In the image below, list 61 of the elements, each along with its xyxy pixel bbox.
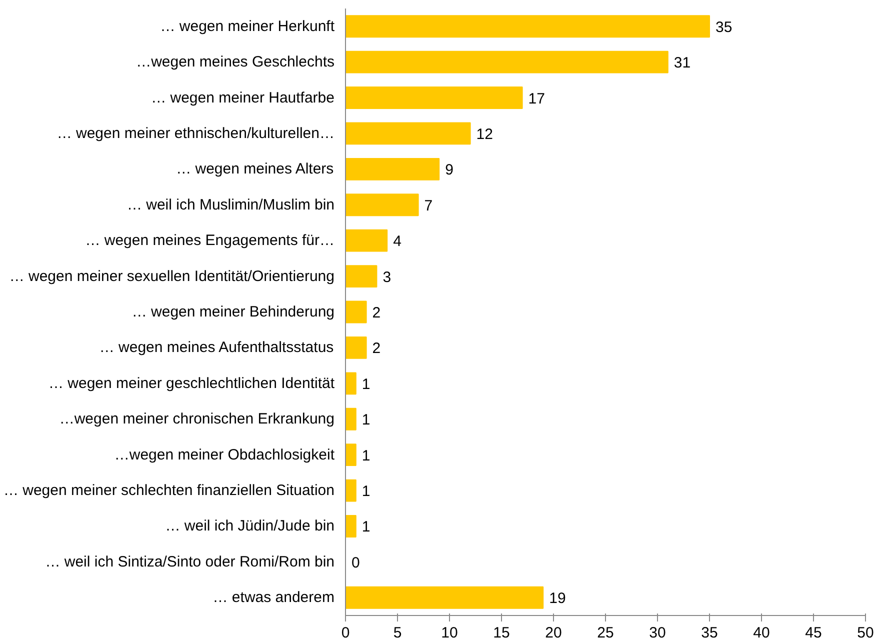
x-tick-label: 30 [649, 624, 666, 640]
y-tick-label: … wegen meines Engagements für… [85, 232, 334, 250]
y-tick-label: … weil ich Jüdin/Jude bin [165, 518, 335, 535]
bar [346, 372, 356, 395]
x-tick-label: 0 [341, 624, 350, 640]
x-tick-label: 10 [441, 624, 458, 640]
x-tick-label: 25 [597, 624, 614, 640]
y-tick-label: …wegen meiner Obdachlosigkeit [114, 446, 336, 464]
y-tick-label: … wegen meiner Hautfarbe [151, 89, 335, 106]
y-tick-label: … weil ich Muslimin/Muslim bin [126, 196, 335, 214]
y-tick-label: … wegen meiner sexuellen Identität/Orientierung [9, 268, 335, 285]
data-label: 3 [382, 268, 392, 286]
bar [346, 515, 356, 538]
x-tick-label: 45 [805, 624, 822, 640]
data-label: 0 [352, 554, 360, 572]
bar [346, 586, 544, 609]
bar [346, 336, 367, 359]
y-tick-label: …wegen meines Geschlechts [136, 54, 335, 71]
y-tick-label: … weil ich Sintiza/Sinto oder Romi/Rom bin [45, 553, 335, 570]
data-label: 12 [476, 126, 493, 143]
y-tick-label: … wegen meines Aufenthaltsstatus [99, 339, 334, 356]
data-label: 19 [549, 590, 566, 608]
y-tick-label: … wegen meiner ethnischen/kulturellen… [56, 124, 335, 142]
y-tick-label: … wegen meiner geschlechtlichen Identität [48, 374, 336, 392]
x-tick-label: 40 [753, 624, 770, 640]
bar [346, 194, 419, 216]
data-label: 1 [362, 412, 370, 429]
data-label: 1 [362, 483, 370, 500]
y-tick-label: … wegen meiner Herkunft [160, 18, 336, 35]
y-tick-label: …wegen meiner chronischen Erkrankung [59, 410, 335, 428]
bar [346, 158, 440, 180]
y-tick-label: … etwas anderem [212, 589, 335, 606]
bar [346, 444, 356, 466]
data-label: 2 [372, 340, 381, 358]
data-label: 1 [362, 447, 370, 464]
y-tick-label: … wegen meines Alters [176, 160, 334, 178]
bar [346, 229, 388, 252]
bar [346, 122, 471, 145]
bar [346, 86, 523, 109]
data-label: 2 [372, 304, 381, 322]
x-tick-label: 15 [493, 624, 510, 640]
x-tick-label: 35 [701, 624, 718, 640]
data-label: 1 [362, 376, 370, 393]
bar [346, 265, 378, 288]
bar [346, 479, 356, 502]
y-tick-label: … wegen meiner schlechten finanziellen Situation [3, 482, 335, 500]
data-label: 1 [362, 518, 370, 536]
data-label: 31 [674, 54, 691, 72]
x-tick-label: 50 [857, 624, 874, 640]
x-tick-label: 20 [545, 624, 562, 640]
bar [346, 408, 356, 430]
data-label: 7 [424, 197, 433, 214]
data-label: 4 [393, 233, 402, 250]
data-label: 9 [445, 162, 454, 179]
bar [346, 50, 668, 74]
y-tick-label: … wegen meiner Behinderung [132, 304, 334, 320]
x-tick-label: 5 [393, 624, 402, 640]
bar [346, 300, 367, 324]
data-label: 35 [716, 18, 732, 36]
data-label: 17 [528, 90, 545, 108]
bar [346, 15, 710, 38]
